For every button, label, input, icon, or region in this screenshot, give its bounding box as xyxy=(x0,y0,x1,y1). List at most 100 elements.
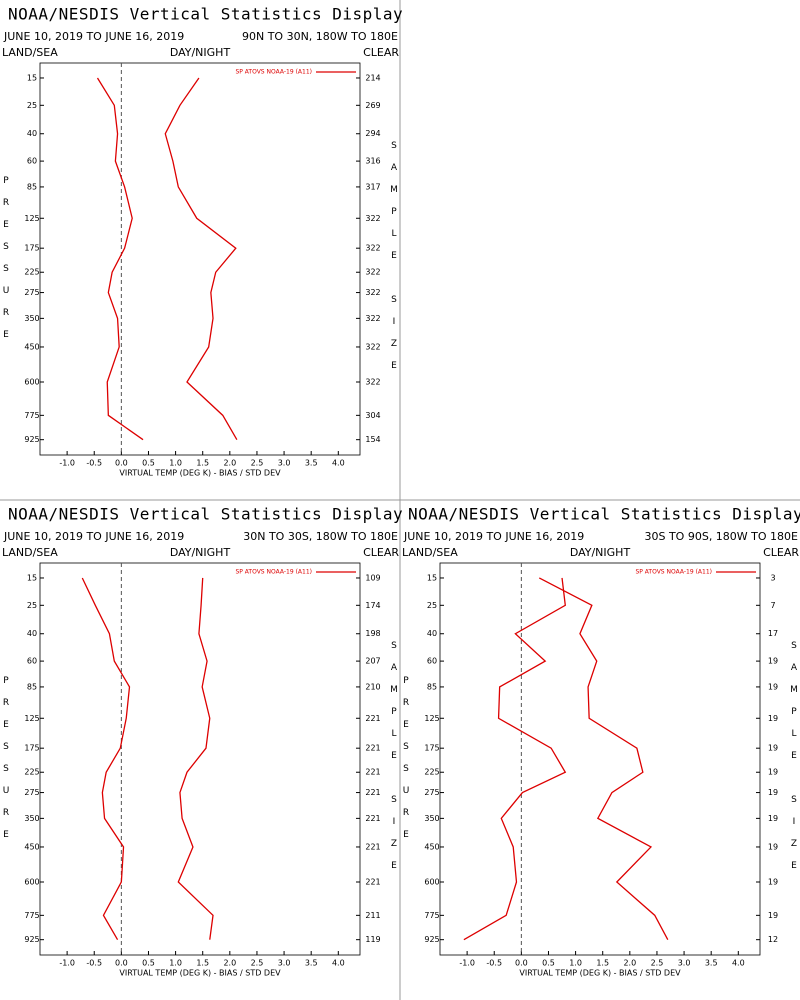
x-tick-label: -1.0 xyxy=(59,459,75,468)
x-tick-label: 0.0 xyxy=(515,959,528,968)
y-tick-label: 40 xyxy=(427,629,437,638)
x-tick-label: -0.5 xyxy=(86,959,102,968)
y-tick-label: 925 xyxy=(424,935,439,944)
land-sea-label: LAND/SEA xyxy=(2,46,58,59)
y-tick-label: 85 xyxy=(427,682,437,691)
day-night-label: DAY/NIGHT xyxy=(170,546,231,559)
sample-size: 221 xyxy=(365,714,380,723)
plot-frame xyxy=(39,562,361,956)
sample-size: 19 xyxy=(768,657,778,666)
sample-size: 221 xyxy=(365,788,380,797)
y-tick-label: 15 xyxy=(27,73,37,82)
clear-label: CLEAR xyxy=(363,46,399,59)
legend-label: SP ATOVS NOAA-19 (A11) xyxy=(235,69,312,76)
land-sea-label: LAND/SEA xyxy=(402,546,458,559)
sample-size: 198 xyxy=(365,629,380,638)
sample-size: 19 xyxy=(768,911,778,920)
sample-size: 304 xyxy=(365,411,380,420)
x-tick-label: 0.5 xyxy=(142,959,155,968)
y-tick-label: 350 xyxy=(24,314,39,323)
region: 30N TO 30S, 180W TO 180E xyxy=(243,530,398,543)
x-tick-label: 2.5 xyxy=(251,459,264,468)
y-tick-label: 275 xyxy=(24,288,39,297)
x-tick-label: 1.5 xyxy=(596,959,609,968)
y2-axis-label: SAMPLE SIZE xyxy=(389,641,399,883)
y-tick-label: 600 xyxy=(24,377,39,386)
sample-size: 322 xyxy=(365,268,380,277)
plot-frame xyxy=(439,562,761,956)
y-tick-label: 225 xyxy=(24,268,39,277)
title: NOAA/NESDIS Vertical Statistics Display xyxy=(8,505,403,524)
region: 30S TO 90S, 180W TO 180E xyxy=(644,530,798,543)
x-tick-label: 4.0 xyxy=(732,959,745,968)
sample-size: 322 xyxy=(365,214,380,223)
x-tick-label: 3.5 xyxy=(705,959,718,968)
y-tick-label: 775 xyxy=(424,911,439,920)
x-tick-label: 3.0 xyxy=(278,459,291,468)
x-tick-label: 2.0 xyxy=(623,959,636,968)
y-tick-label: 600 xyxy=(424,877,439,886)
series-line xyxy=(96,77,144,441)
y-tick-label: 175 xyxy=(24,244,39,253)
day-night-label: DAY/NIGHT xyxy=(570,546,631,559)
y2-axis-label: SAMPLE SIZE xyxy=(789,641,799,883)
x-axis-label: VIRTUAL TEMP (DEG K) - BIAS / STD DEV xyxy=(519,969,681,978)
x-tick-label: 1.5 xyxy=(196,459,209,468)
y-tick-label: 350 xyxy=(24,814,39,823)
sample-size: 19 xyxy=(768,744,778,753)
x-tick-label: 0.5 xyxy=(542,959,555,968)
sample-size: 322 xyxy=(365,314,380,323)
sample-size: 210 xyxy=(365,682,380,691)
clear-label: CLEAR xyxy=(763,546,799,559)
y-tick-label: 275 xyxy=(424,788,439,797)
sample-size: 12 xyxy=(768,935,778,944)
y-tick-label: 40 xyxy=(27,129,37,138)
sample-size: 154 xyxy=(365,435,380,444)
sample-size: 7 xyxy=(770,601,775,610)
x-axis-label: VIRTUAL TEMP (DEG K) - BIAS / STD DEV xyxy=(119,469,281,478)
sample-size: 322 xyxy=(365,342,380,351)
y-tick-label: 600 xyxy=(24,877,39,886)
x-axis-label: VIRTUAL TEMP (DEG K) - BIAS / STD DEV xyxy=(119,969,281,978)
y-tick-label: 60 xyxy=(27,157,37,166)
x-tick-label: -0.5 xyxy=(86,459,102,468)
sample-size: 19 xyxy=(768,768,778,777)
date-range: JUNE 10, 2019 TO JUNE 16, 2019 xyxy=(3,30,184,43)
sample-size: 3 xyxy=(770,573,775,582)
y-tick-label: 60 xyxy=(427,657,437,666)
sample-size: 322 xyxy=(365,288,380,297)
x-tick-label: -1.0 xyxy=(459,959,475,968)
sample-size: 174 xyxy=(365,601,380,610)
plot-frame xyxy=(39,62,361,456)
sample-size: 17 xyxy=(768,629,778,638)
y-tick-label: 125 xyxy=(24,214,39,223)
sample-size: 19 xyxy=(768,814,778,823)
x-tick-label: 3.5 xyxy=(305,459,318,468)
sample-size: 19 xyxy=(768,842,778,851)
sample-size: 207 xyxy=(365,657,380,666)
y-tick-label: 125 xyxy=(24,714,39,723)
y-tick-label: 275 xyxy=(24,788,39,797)
y2-axis-label: SAMPLE SIZE xyxy=(389,141,399,383)
x-tick-label: 3.0 xyxy=(278,959,291,968)
x-tick-label: 4.0 xyxy=(332,459,345,468)
sample-size: 19 xyxy=(768,788,778,797)
y-axis-label: PRESSURE xyxy=(1,676,11,852)
x-tick-label: 1.5 xyxy=(196,959,209,968)
sample-size: 19 xyxy=(768,682,778,691)
x-tick-label: 2.0 xyxy=(223,959,236,968)
y-axis-label: PRESSURE xyxy=(401,676,411,852)
y-tick-label: 15 xyxy=(27,573,37,582)
y-tick-label: 85 xyxy=(27,182,37,191)
y-tick-label: 775 xyxy=(24,411,39,420)
sample-size: 221 xyxy=(365,842,380,851)
sample-size: 322 xyxy=(365,377,380,386)
series-line xyxy=(81,577,131,941)
clear-label: CLEAR xyxy=(363,546,399,559)
date-range: JUNE 10, 2019 TO JUNE 16, 2019 xyxy=(403,530,584,543)
title: NOAA/NESDIS Vertical Statistics Display xyxy=(8,5,403,24)
x-tick-label: 0.0 xyxy=(115,959,128,968)
sample-size: 214 xyxy=(365,73,380,82)
date-range: JUNE 10, 2019 TO JUNE 16, 2019 xyxy=(3,530,184,543)
